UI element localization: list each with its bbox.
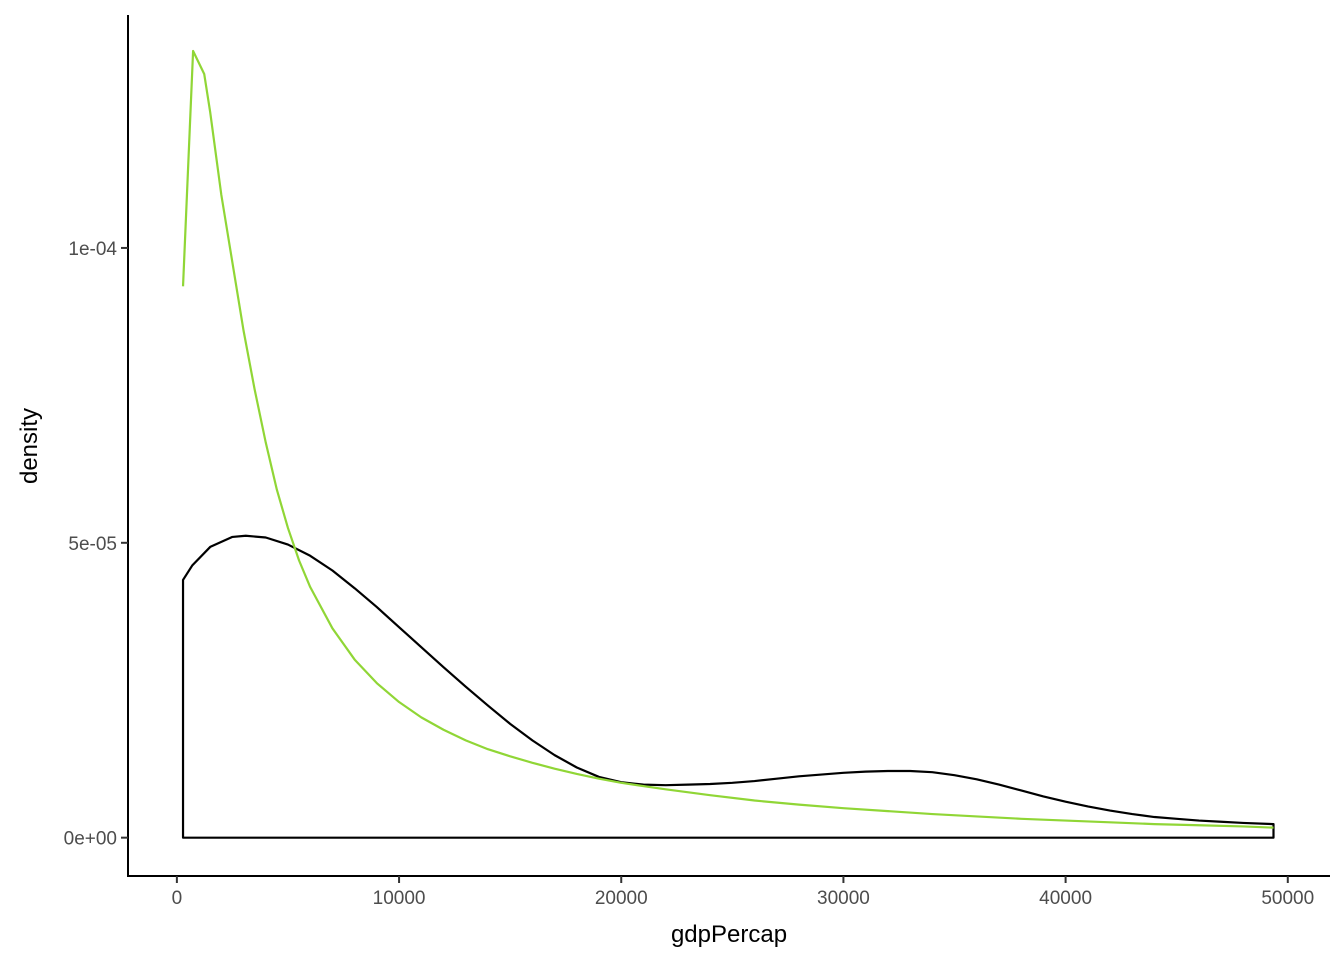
y-tick-label: 5e-05: [68, 534, 117, 555]
x-tick-label: 20000: [595, 888, 648, 909]
fitted-curve-line: [181, 49, 1274, 829]
y-axis-ticks: 0e+00 5e-05 1e-04: [64, 239, 128, 850]
x-tick-label: 30000: [817, 888, 870, 909]
x-tick-label: 50000: [1261, 888, 1314, 909]
x-axis-title: gdpPercap: [671, 921, 787, 948]
y-tick-label: 0e+00: [64, 829, 117, 850]
y-tick-label: 1e-04: [68, 239, 117, 260]
x-axis-ticks: 0 10000 20000 30000 40000 50000: [172, 876, 1314, 909]
y-axis-title: density: [16, 408, 43, 484]
plot-panel: [181, 49, 1275, 839]
density-outline-line: [181, 534, 1275, 839]
x-tick-label: 0: [172, 888, 183, 909]
x-tick-label: 40000: [1039, 888, 1092, 909]
x-tick-label: 10000: [373, 888, 426, 909]
